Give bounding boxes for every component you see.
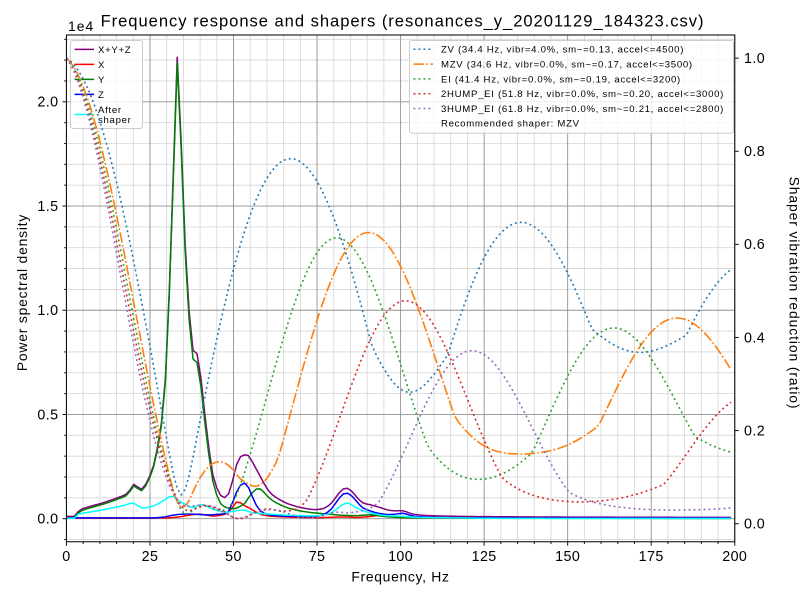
svg-text:3HUMP_EI (61.8 Hz, vibr=0.0%,: 3HUMP_EI (61.8 Hz, vibr=0.0%, sm~=0.21, … — [441, 104, 724, 115]
svg-text:Power spectral density: Power spectral density — [14, 214, 30, 371]
svg-text:0.2: 0.2 — [744, 423, 765, 439]
svg-text:75: 75 — [309, 549, 326, 565]
svg-text:1.0: 1.0 — [37, 303, 58, 319]
svg-text:shaper: shaper — [98, 115, 132, 126]
svg-text:100: 100 — [388, 549, 413, 565]
svg-text:200: 200 — [722, 549, 747, 565]
svg-text:EI (41.4 Hz, vibr=0.0%, sm~=0.: EI (41.4 Hz, vibr=0.0%, sm~=0.19, accel<… — [441, 74, 681, 85]
svg-text:1.5: 1.5 — [37, 199, 58, 215]
svg-text:0.5: 0.5 — [37, 407, 58, 423]
svg-text:25: 25 — [142, 549, 159, 565]
svg-text:Recommended shaper: MZV: Recommended shaper: MZV — [441, 119, 580, 130]
svg-text:2HUMP_EI (51.8 Hz, vibr=0.0%,: 2HUMP_EI (51.8 Hz, vibr=0.0%, sm~=0.20, … — [441, 89, 724, 100]
svg-text:Frequency response and shapers: Frequency response and shapers (resonanc… — [101, 11, 705, 30]
svg-text:150: 150 — [555, 549, 580, 565]
svg-text:0: 0 — [62, 549, 70, 565]
svg-text:50: 50 — [225, 549, 242, 565]
svg-text:2.0: 2.0 — [37, 95, 58, 111]
svg-text:0.0: 0.0 — [744, 517, 765, 533]
svg-text:Shaper vibration reduction (ra: Shaper vibration reduction (ratio) — [786, 177, 800, 410]
svg-text:0.0: 0.0 — [37, 512, 58, 528]
svg-text:1.0: 1.0 — [744, 51, 765, 67]
svg-text:After: After — [98, 105, 122, 116]
svg-text:125: 125 — [472, 549, 497, 565]
svg-text:Y: Y — [98, 75, 105, 86]
svg-text:0.4: 0.4 — [744, 330, 765, 346]
svg-text:Frequency, Hz: Frequency, Hz — [351, 569, 449, 585]
svg-text:ZV (34.4 Hz, vibr=4.0%, sm~=0.: ZV (34.4 Hz, vibr=4.0%, sm~=0.13, accel<… — [441, 45, 684, 56]
svg-text:1e4: 1e4 — [68, 18, 94, 34]
svg-text:X: X — [98, 60, 105, 71]
svg-text:175: 175 — [639, 549, 664, 565]
svg-text:MZV (34.6 Hz, vibr=0.0%, sm~=0: MZV (34.6 Hz, vibr=0.0%, sm~=0.17, accel… — [441, 60, 693, 71]
svg-text:0.8: 0.8 — [744, 144, 765, 160]
svg-text:Z: Z — [98, 90, 105, 101]
svg-text:0.6: 0.6 — [744, 237, 765, 253]
svg-text:X+Y+Z: X+Y+Z — [98, 45, 131, 56]
